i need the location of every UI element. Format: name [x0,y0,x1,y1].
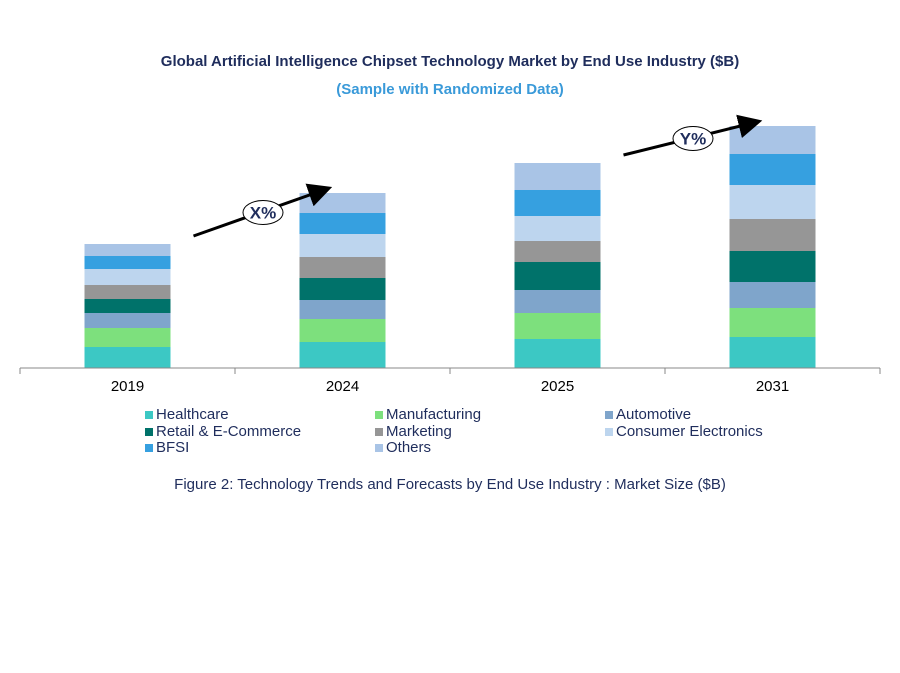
bar-segment-consumer-electronics-2031 [729,185,816,219]
x-tick-label: 2025 [541,378,574,395]
bar-segment-marketing-2031 [729,219,816,251]
legend-swatch [375,411,383,420]
legend-item: Consumer Electronics [605,422,805,441]
bar-segment-others-2025 [514,163,601,190]
legend-swatch [145,411,153,420]
bar-segment-automotive-2019 [84,313,171,328]
figure-caption: Figure 2: Technology Trends and Forecast… [174,476,726,493]
legend-swatch [605,427,613,436]
growth-label: Y% [680,130,706,149]
bar-segment-automotive-2024 [299,300,386,319]
legend-swatch [375,444,383,453]
legend-item: Marketing [375,422,605,441]
legend-label: BFSI [156,439,190,456]
bar-segment-healthcare-2025 [514,339,601,368]
bar-segment-automotive-2025 [514,290,601,313]
bar-segment-manufacturing-2031 [729,308,816,337]
legend-item: BFSI [145,439,375,457]
bar-segment-healthcare-2019 [84,347,171,368]
legend-label: Manufacturing [386,406,482,423]
legend-swatch [145,427,153,436]
bar-segment-marketing-2024 [299,257,386,278]
legend-swatch [605,411,613,420]
bar-segment-consumer-electronics-2019 [84,269,171,285]
bar-segment-retail-e-commerce-2024 [299,278,386,300]
bar-segment-others-2024 [299,193,386,213]
growth-label-bubble [242,200,284,225]
legend-label: Marketing [386,422,452,440]
bar-segment-bfsi-2019 [84,256,171,269]
legend-label: Automotive [616,406,692,423]
stacked-bar-chart: 2019 2024 2025 2031 X% Y% [19,114,881,395]
bar-segment-marketing-2025 [514,241,601,262]
bar-segment-consumer-electronics-2024 [299,234,386,257]
bar-segment-others-2019 [84,244,171,256]
legend-label: Consumer Electronics [616,422,763,440]
chart-subtitle: (Sample with Randomized Data) [336,81,564,98]
legend-item: Others [375,439,605,457]
bar-segment-manufacturing-2019 [84,328,171,347]
chart-title: Global Artificial Intelligence Chipset T… [160,53,740,70]
bar-segment-automotive-2031 [729,282,816,308]
bar-segment-manufacturing-2024 [299,319,386,342]
legend-label: Others [386,439,432,456]
bar-segment-consumer-electronics-2025 [514,216,601,241]
x-tick-label: 2024 [326,378,359,395]
legend-label: Retail & E-Commerce [156,422,302,440]
legend-item: Retail & E-Commerce [145,422,375,441]
bar-segment-bfsi-2025 [514,190,601,216]
bar-segment-retail-e-commerce-2025 [514,262,601,290]
legend-item: Automotive [605,406,805,424]
growth-label-bubble [672,126,714,151]
x-tick-label: 2019 [111,378,144,395]
legend-swatch [375,427,383,436]
bar-segment-retail-e-commerce-2031 [729,251,816,282]
bar-segment-bfsi-2024 [299,213,386,234]
bar-segment-retail-e-commerce-2019 [84,299,171,313]
legend-label: Healthcare [156,406,229,423]
bar-segment-bfsi-2031 [729,154,816,185]
bar-segment-healthcare-2024 [299,342,386,368]
bar-segment-others-2031 [729,126,816,154]
bar-segment-marketing-2019 [84,285,171,299]
growth-label: X% [250,204,276,223]
x-tick-label: 2031 [756,378,789,395]
bar-segment-manufacturing-2025 [514,313,601,339]
bar-segment-healthcare-2031 [729,337,816,368]
chart-legend: Healthcare Manufacturing Automotive Retail … [145,406,805,457]
legend-swatch [145,444,153,453]
legend-item: Healthcare [145,406,375,424]
legend-item: Manufacturing [375,406,605,424]
